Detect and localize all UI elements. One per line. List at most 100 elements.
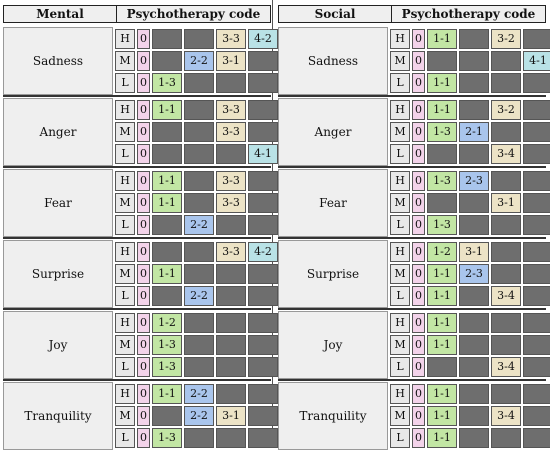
code-cell: 3-1 (459, 242, 489, 262)
empty-cell (184, 335, 214, 355)
empty-cell (523, 384, 550, 404)
emotion-group: Anger H 0 1-1 3-2 M 0 1-3 2-1 L 0 3-4 (278, 98, 550, 166)
table-row: L 0 3-4 (390, 357, 550, 377)
empty-cell (491, 215, 521, 235)
zero-cell: 0 (412, 122, 425, 142)
level-cell: H (115, 100, 135, 120)
zero-cell: 0 (412, 242, 425, 262)
empty-cell (248, 335, 278, 355)
code-cell: 2-2 (184, 215, 214, 235)
group-separator (3, 166, 271, 168)
level-cell: H (390, 29, 410, 49)
table-row: M 0 3-3 (115, 122, 278, 142)
group-separator (278, 379, 546, 381)
empty-cell (184, 428, 214, 448)
empty-cell (248, 51, 278, 71)
code-cell: 3-4 (491, 286, 521, 306)
table-header: Mental Psychotherapy code (3, 5, 271, 23)
table-row: H 0 3-3 4-2 (115, 242, 278, 262)
level-cell: M (390, 406, 410, 426)
level-cell: M (115, 335, 135, 355)
table-row: L 0 1-1 (390, 73, 550, 93)
empty-cell (459, 29, 489, 49)
emotion-group: Fear H 0 1-1 3-3 M 0 1-1 3-3 L 0 2-2 (3, 169, 278, 237)
zero-cell: 0 (137, 286, 150, 306)
level-cell: M (115, 264, 135, 284)
social-panel: Social Psychotherapy code Sadness H 0 1-1 3-… (278, 5, 550, 450)
zero-cell: 0 (137, 428, 150, 448)
empty-cell (216, 313, 246, 333)
code-cell: 1-3 (152, 73, 182, 93)
empty-cell (491, 428, 521, 448)
empty-cell (459, 335, 489, 355)
zero-cell: 0 (137, 335, 150, 355)
code-cell: 1-1 (427, 406, 457, 426)
empty-cell (491, 242, 521, 262)
code-cell: 3-3 (216, 29, 246, 49)
table-row: L 0 3-4 (390, 144, 550, 164)
table-row: H 0 1-1 3-2 (390, 100, 550, 120)
empty-cell (152, 51, 182, 71)
emotion-group: Surprise H 0 3-3 4-2 M 0 1-1 L 0 2-2 (3, 240, 278, 308)
code-cell: 1-1 (427, 29, 457, 49)
code-cell: 3-3 (216, 171, 246, 191)
table-row: M 0 1-1 3-4 (390, 406, 550, 426)
code-cell: 3-3 (216, 122, 246, 142)
empty-cell (427, 193, 457, 213)
empty-cell (427, 51, 457, 71)
table-row: H 0 1-1 3-2 (390, 29, 550, 49)
code-cell: 1-1 (152, 171, 182, 191)
empty-cell (523, 428, 550, 448)
empty-cell (491, 335, 521, 355)
group-separator (278, 308, 546, 310)
code-cell: 3-4 (491, 144, 521, 164)
code-cell: 1-1 (427, 428, 457, 448)
level-cell: M (390, 51, 410, 71)
empty-cell (248, 193, 278, 213)
empty-cell (491, 51, 521, 71)
empty-cell (523, 357, 550, 377)
level-cell: L (115, 73, 135, 93)
level-cell: M (390, 122, 410, 142)
group-separator (278, 166, 546, 168)
level-cell: M (390, 264, 410, 284)
zero-cell: 0 (137, 215, 150, 235)
level-cell: H (115, 29, 135, 49)
emotion-label: Fear (278, 169, 388, 237)
empty-cell (184, 73, 214, 93)
empty-cell (248, 428, 278, 448)
code-cell: 1-1 (152, 100, 182, 120)
code-cell: 3-1 (491, 193, 521, 213)
emotion-group: Fear H 0 1-3 2-3 M 0 3-1 L 0 1-3 (278, 169, 550, 237)
zero-cell: 0 (137, 242, 150, 262)
empty-cell (184, 29, 214, 49)
empty-cell (523, 242, 550, 262)
level-cell: M (115, 193, 135, 213)
code-cell: 1-1 (427, 335, 457, 355)
level-cell: L (115, 357, 135, 377)
table-row: L 0 1-3 (115, 428, 278, 448)
level-cell: L (115, 428, 135, 448)
empty-cell (523, 100, 550, 120)
emotion-label: Fear (3, 169, 113, 237)
mental-panel: Mental Psychotherapy code Sadness H 0 3-3 4-… (3, 5, 278, 450)
code-cell: 2-2 (184, 406, 214, 426)
zero-cell: 0 (137, 171, 150, 191)
zero-cell: 0 (412, 313, 425, 333)
emotion-group: Sadness H 0 3-3 4-2 M 0 2-2 3-1 L 0 1-3 (3, 27, 278, 95)
table-row: H 0 1-1 (390, 384, 550, 404)
empty-cell (248, 100, 278, 120)
empty-cell (491, 73, 521, 93)
code-cell: 3-2 (491, 100, 521, 120)
code-cell: 4-2 (248, 242, 278, 262)
zero-cell: 0 (412, 51, 425, 71)
level-cell: M (115, 406, 135, 426)
zero-cell: 0 (412, 144, 425, 164)
code-cell: 1-3 (427, 122, 457, 142)
code-cell: 2-1 (459, 122, 489, 142)
code-cell: 1-2 (152, 313, 182, 333)
emotion-group: Joy H 0 1-2 M 0 1-3 L 0 1-3 (3, 311, 278, 379)
emotion-group: Tranquility H 0 1-1 2-2 M 0 2-2 3-1 L 0 1-3 (3, 382, 278, 450)
empty-cell (491, 313, 521, 333)
code-cell: 1-1 (427, 384, 457, 404)
